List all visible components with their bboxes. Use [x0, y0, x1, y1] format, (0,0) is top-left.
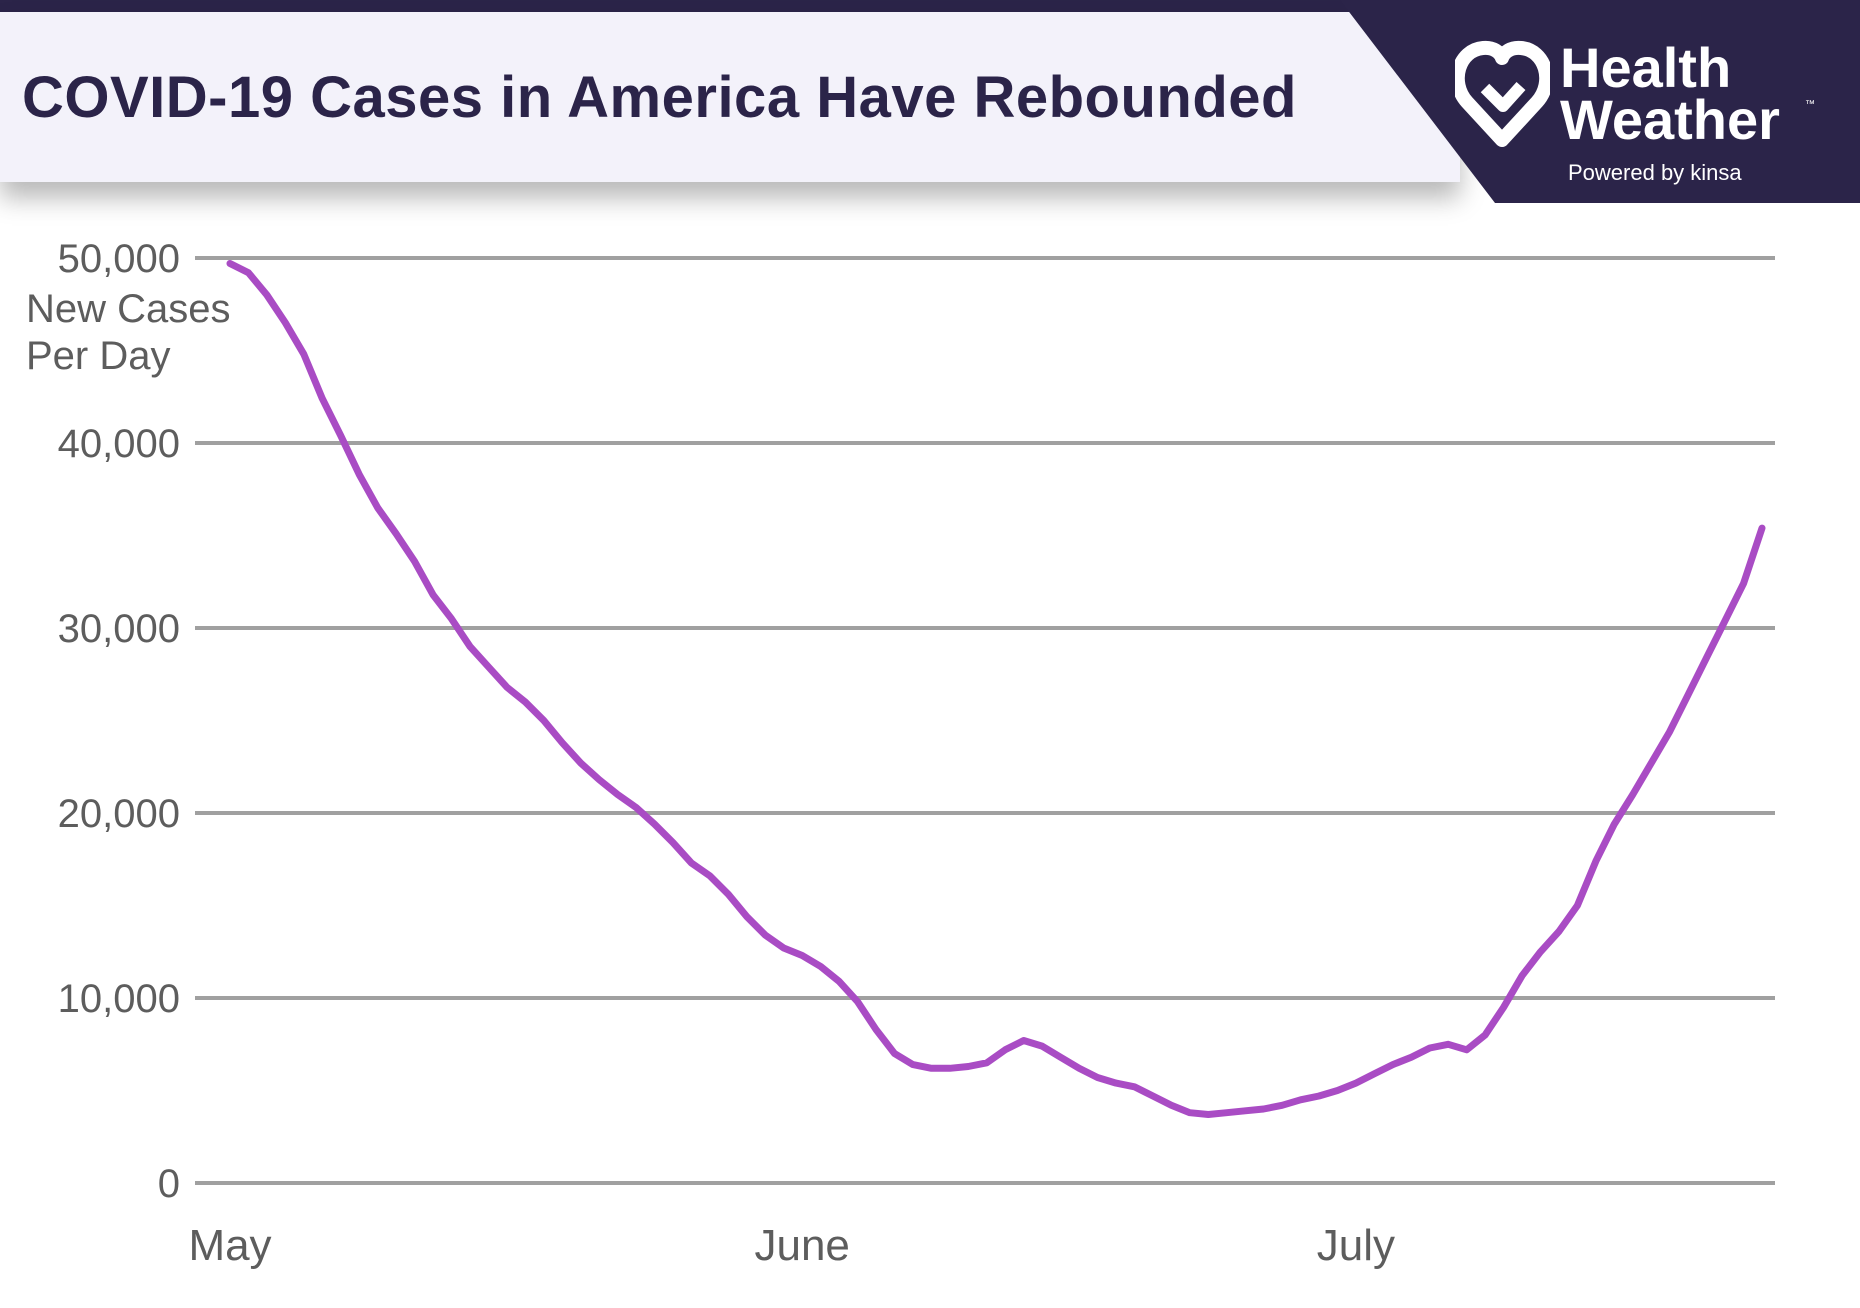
y-tick-label: 0 — [158, 1162, 180, 1206]
x-tick-label: June — [754, 1221, 849, 1270]
y-tick-label: 30,000 — [58, 607, 180, 651]
y-tick-label: 20,000 — [58, 792, 180, 836]
y-axis-label-line: Per Day — [26, 334, 171, 378]
y-axis-label-line: New Cases — [26, 287, 231, 331]
heart-icon — [1455, 40, 1550, 147]
x-tick-layer: May June July — [188, 1221, 1395, 1270]
brand-logo: Health Weather ™ — [1560, 36, 1815, 151]
series-layer — [226, 260, 1766, 1118]
y-tick-layer: 0 10,000 20,000 30,000 40,000 50,000 — [58, 237, 180, 1206]
brand-line-weather: Weather — [1560, 88, 1780, 151]
x-tick-label: July — [1317, 1221, 1395, 1270]
powered-by-label: Powered by kinsa — [1568, 160, 1742, 185]
trademark-mark: ™ — [1805, 99, 1815, 110]
series-line — [226, 260, 1766, 1118]
y-tick-label: 10,000 — [58, 977, 180, 1021]
title-banner: COVID-19 Cases in America Have Rebounded — [0, 12, 1460, 182]
grid-layer — [195, 256, 1775, 1185]
x-tick-label: May — [188, 1221, 271, 1270]
y-tick-label: 50,000 — [58, 237, 180, 281]
page-title: COVID-19 Cases in America Have Rebounded — [22, 65, 1297, 130]
brand-line-health: Health — [1560, 36, 1732, 99]
y-tick-label: 40,000 — [58, 422, 180, 466]
